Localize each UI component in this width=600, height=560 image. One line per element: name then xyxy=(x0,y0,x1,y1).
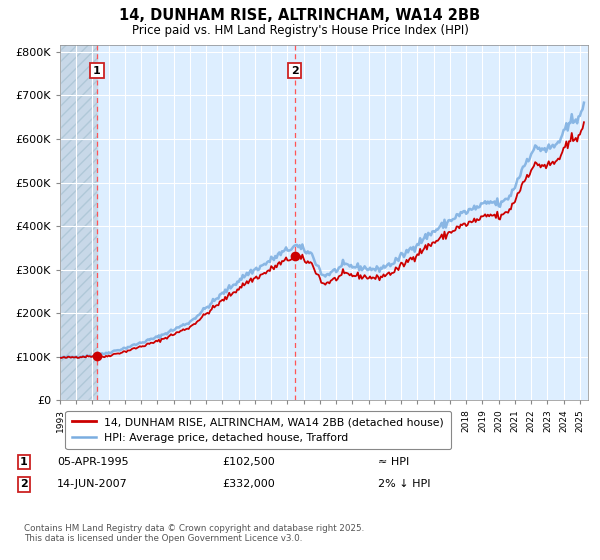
Legend: 14, DUNHAM RISE, ALTRINCHAM, WA14 2BB (detached house), HPI: Average price, deta: 14, DUNHAM RISE, ALTRINCHAM, WA14 2BB (d… xyxy=(65,410,451,449)
Text: ≈ HPI: ≈ HPI xyxy=(378,457,409,467)
Text: £102,500: £102,500 xyxy=(222,457,275,467)
Text: Contains HM Land Registry data © Crown copyright and database right 2025.
This d: Contains HM Land Registry data © Crown c… xyxy=(24,524,364,543)
Text: 05-APR-1995: 05-APR-1995 xyxy=(57,457,128,467)
Text: 1: 1 xyxy=(20,457,28,467)
Text: 2: 2 xyxy=(20,479,28,489)
Text: £332,000: £332,000 xyxy=(222,479,275,489)
Text: 14-JUN-2007: 14-JUN-2007 xyxy=(57,479,128,489)
Polygon shape xyxy=(60,34,97,400)
Text: Price paid vs. HM Land Registry's House Price Index (HPI): Price paid vs. HM Land Registry's House … xyxy=(131,24,469,37)
Text: 2: 2 xyxy=(291,66,299,76)
Text: 2% ↓ HPI: 2% ↓ HPI xyxy=(378,479,431,489)
Text: 1: 1 xyxy=(93,66,101,76)
Text: 14, DUNHAM RISE, ALTRINCHAM, WA14 2BB: 14, DUNHAM RISE, ALTRINCHAM, WA14 2BB xyxy=(119,8,481,24)
